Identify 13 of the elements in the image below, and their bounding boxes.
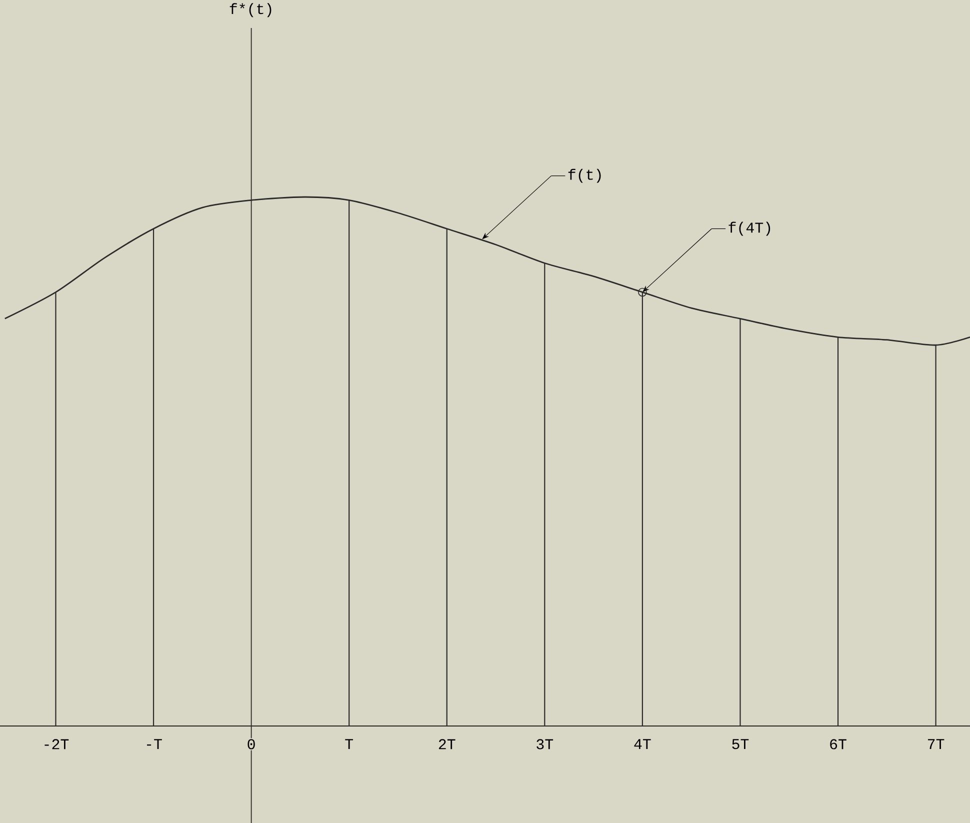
x-tick-label: 7T <box>928 739 944 749</box>
x-tick-label: 3T <box>536 739 554 750</box>
x-tick-label: 2T <box>438 739 456 750</box>
x-tick-label: 5T <box>732 739 749 750</box>
x-tick-label: 6T <box>830 739 846 750</box>
x-tick-label: -2T <box>44 739 69 750</box>
annotation: f(4T) <box>728 222 770 236</box>
annotation: f(t) <box>568 168 601 183</box>
x-tick-label: T <box>345 739 354 749</box>
x-tick-label: 4T <box>634 739 651 749</box>
x-tick-label: -T <box>146 739 162 749</box>
x-tick-label: 0 <box>248 739 255 750</box>
text: f*(t) <box>230 3 272 18</box>
